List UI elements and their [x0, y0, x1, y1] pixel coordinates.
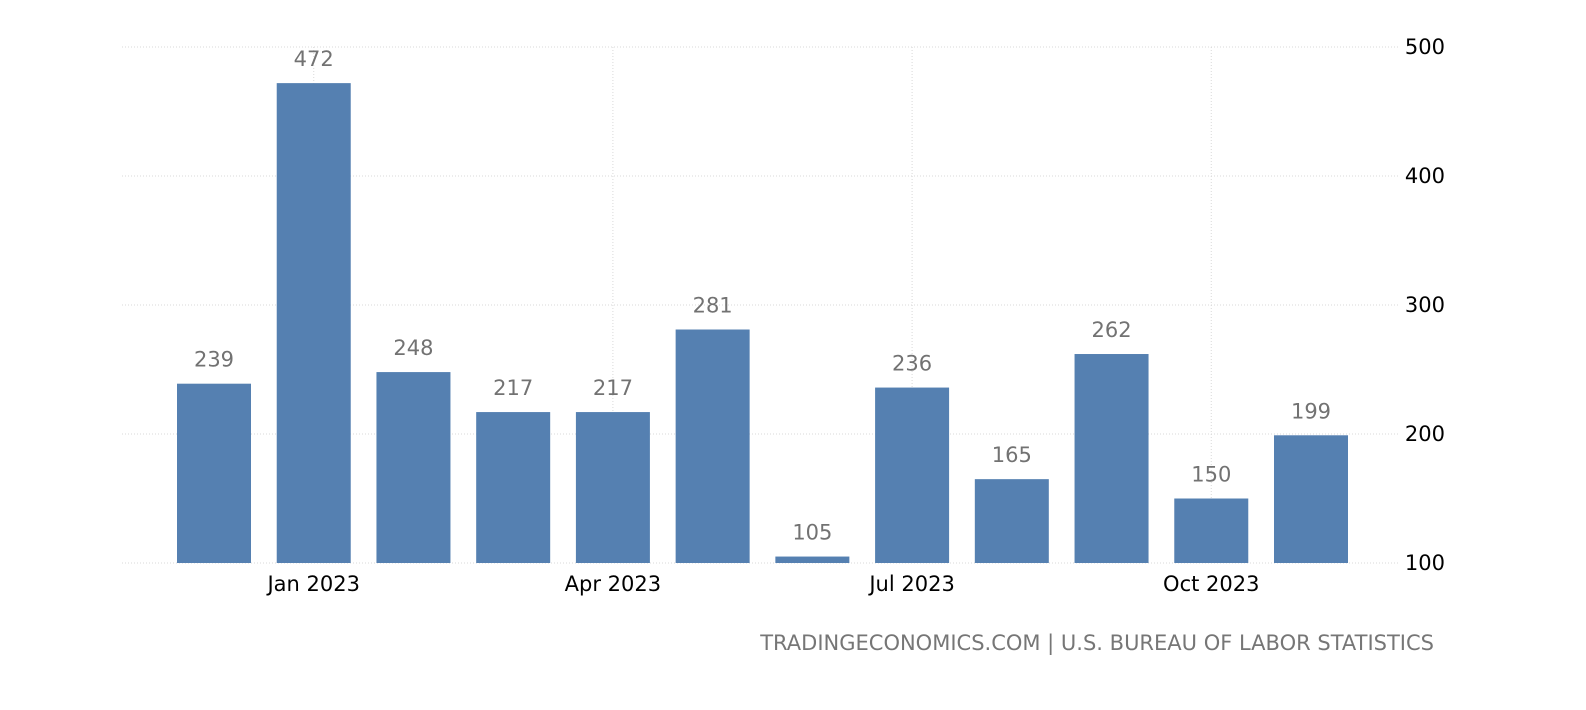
bar-9 [1074, 354, 1149, 563]
data-label-2: 248 [393, 336, 433, 360]
bar-0 [177, 383, 251, 563]
bar-7 [875, 387, 950, 563]
x-tick-label: Jul 2023 [867, 572, 954, 596]
y-tick-label-100: 100 [1405, 551, 1445, 575]
bar-3 [476, 412, 551, 563]
data-labels: 239 472 248 217 217 281 105 236 165 262 150 199 [194, 47, 1331, 544]
data-label-9: 262 [1091, 318, 1131, 342]
source-attribution: TRADINGECONOMICS.COM | U.S. BUREAU OF LA… [760, 631, 1434, 655]
y-tick-label-400: 400 [1405, 164, 1445, 188]
x-tick-label: Jan 2023 [265, 572, 360, 596]
x-axis: Jan 2023 Apr 2023 Jul 2023 Oct 2023 [265, 572, 1259, 596]
bar-2 [376, 372, 451, 563]
data-label-5: 281 [693, 294, 733, 318]
data-label-0: 239 [194, 348, 234, 372]
bar-6 [775, 556, 850, 563]
bar-4 [575, 412, 650, 563]
data-label-11: 199 [1291, 399, 1331, 423]
data-label-3: 217 [493, 376, 533, 400]
bar-8 [974, 479, 1049, 563]
x-tick-label: Oct 2023 [1163, 572, 1259, 596]
data-label-1: 472 [294, 47, 334, 71]
bar-1 [276, 83, 351, 564]
y-tick-label-500: 500 [1405, 35, 1445, 59]
bar-5 [675, 329, 750, 563]
data-label-10: 150 [1191, 463, 1231, 487]
data-label-7: 236 [892, 352, 932, 376]
bar-11 [1274, 435, 1348, 563]
bar-10 [1174, 498, 1249, 563]
data-label-4: 217 [593, 376, 633, 400]
data-label-6: 105 [792, 521, 832, 545]
data-label-8: 165 [992, 443, 1032, 467]
y-axis: 100 200 300 400 500 [1405, 35, 1445, 575]
y-tick-label-200: 200 [1405, 422, 1445, 446]
x-tick-label: Apr 2023 [565, 572, 661, 596]
y-tick-label-300: 300 [1405, 293, 1445, 317]
bars [177, 83, 1348, 564]
